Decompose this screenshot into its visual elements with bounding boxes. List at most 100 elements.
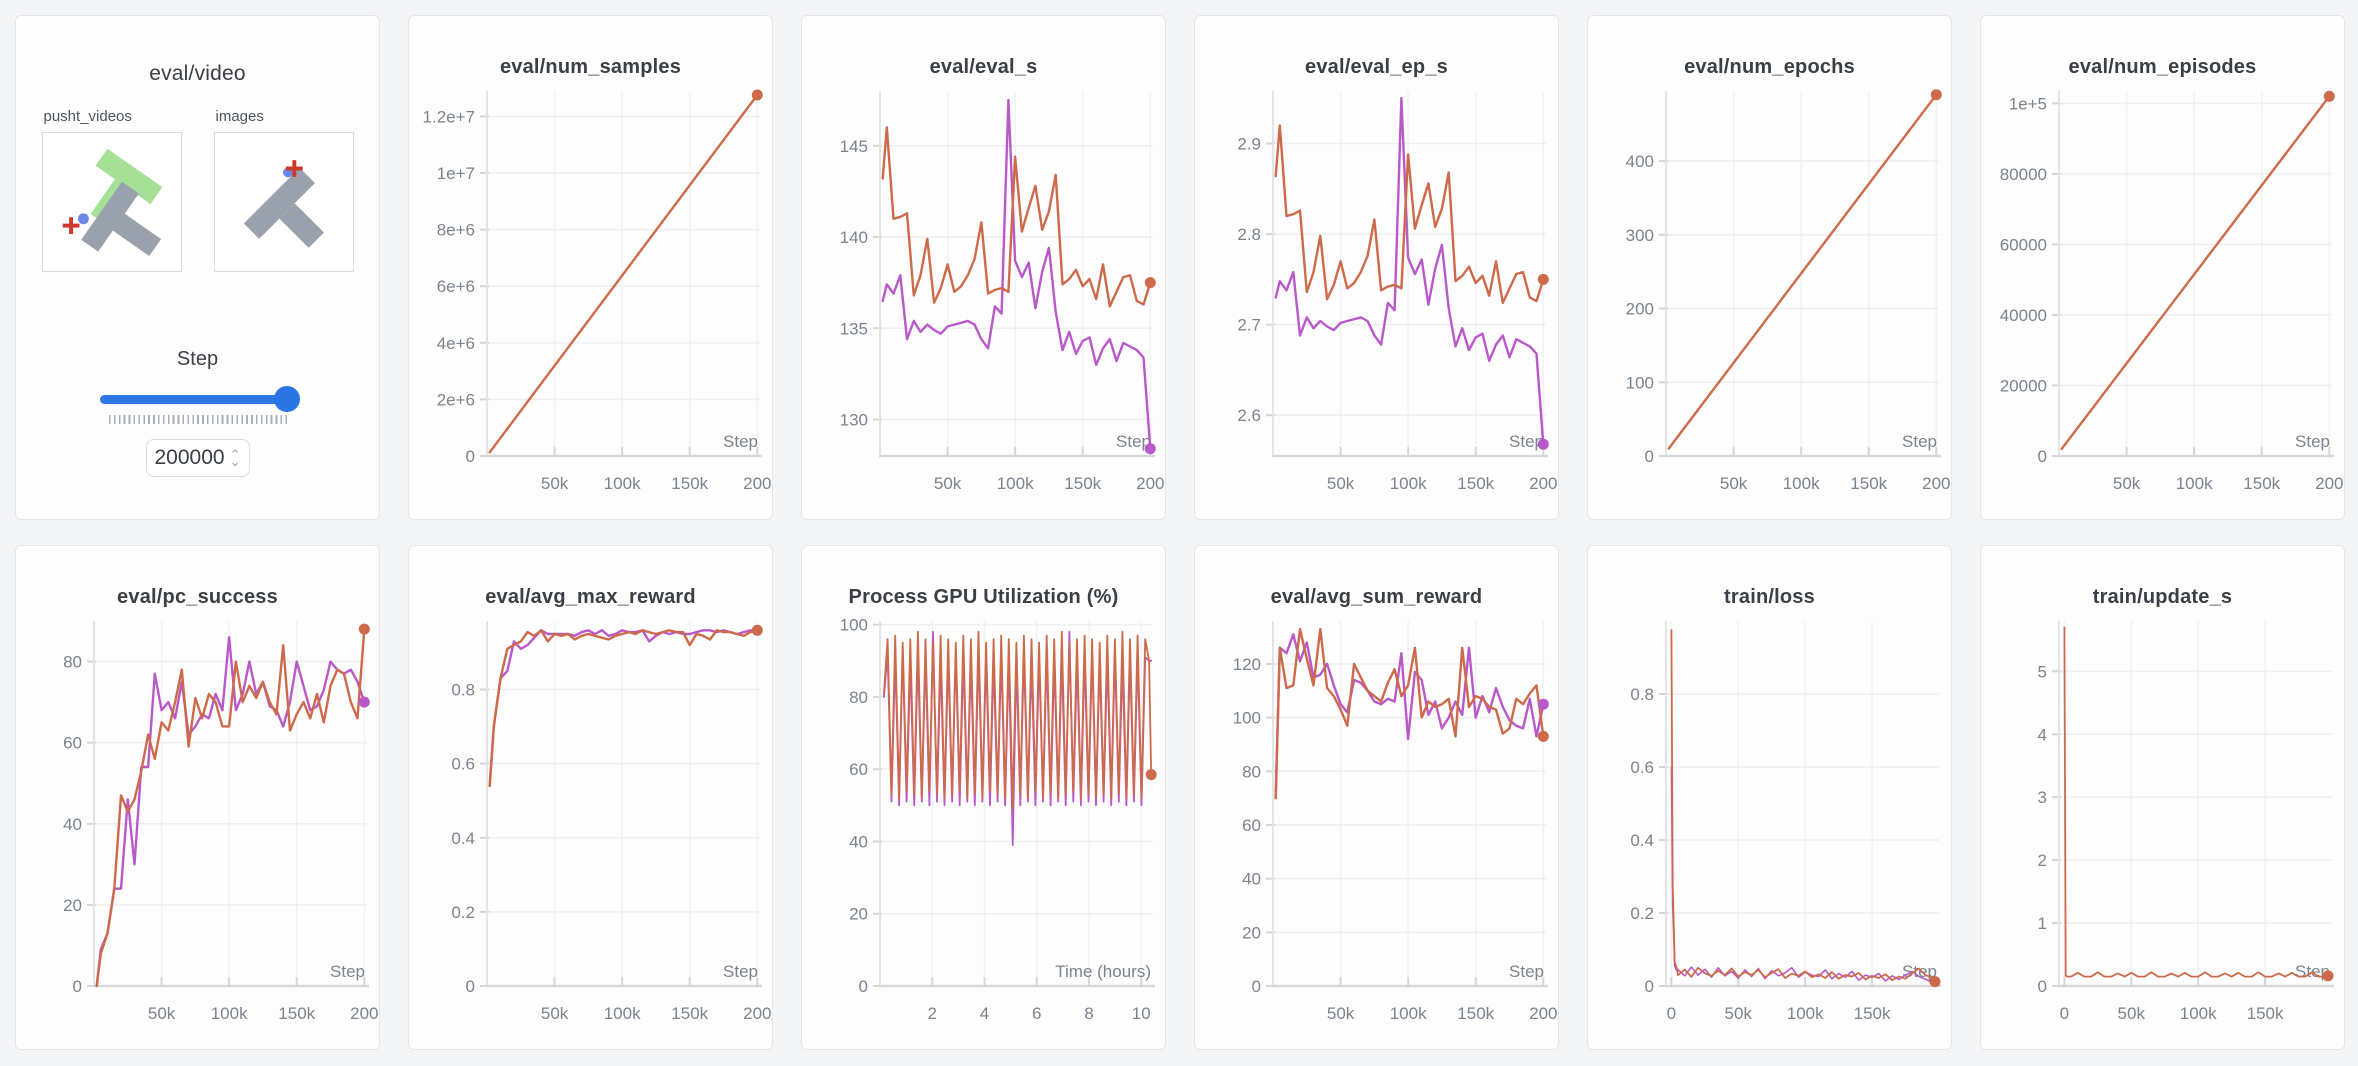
step-slider[interactable] xyxy=(99,386,300,412)
panel-eval-video: eval/video pusht_videos xyxy=(15,15,380,520)
svg-text:50k: 50k xyxy=(541,474,569,493)
svg-text:145: 145 xyxy=(840,137,868,156)
svg-text:100: 100 xyxy=(1233,709,1261,728)
svg-text:140: 140 xyxy=(840,228,868,247)
svg-text:100k: 100k xyxy=(1787,1004,1824,1023)
step-number-input[interactable]: 200000 ⌃ ⌄ xyxy=(145,439,250,477)
chart-panel-eval-avg-sum-reward: eval/avg_sum_reward 0 20 40 60 80 100 120 50k 10… xyxy=(1194,545,1559,1050)
svg-text:Step: Step xyxy=(1509,432,1544,451)
chart-process-gpu-utilization[interactable]: 0 20 40 60 80 100 2 4 6 8 10 Time (hours) xyxy=(802,611,1166,1046)
svg-text:0: 0 xyxy=(1252,977,1261,996)
svg-text:1.2e+7: 1.2e+7 xyxy=(423,107,475,126)
svg-text:Step: Step xyxy=(1116,432,1151,451)
svg-text:150k: 150k xyxy=(278,1004,315,1023)
chart-eval-pc-success[interactable]: 0 20 40 60 80 50k 100k 150k 200 Step xyxy=(16,611,380,1046)
svg-text:100: 100 xyxy=(840,616,868,635)
svg-text:150k: 150k xyxy=(1457,474,1494,493)
svg-text:0: 0 xyxy=(466,447,475,466)
svg-text:0: 0 xyxy=(1645,447,1654,466)
chart-eval-eval-ep-s[interactable]: 2.6 2.7 2.8 2.9 50k 100k 150k 200 Step xyxy=(1195,81,1559,516)
svg-text:10: 10 xyxy=(1132,1004,1151,1023)
chevron-down-icon[interactable]: ⌄ xyxy=(229,453,241,469)
media-label: pusht_videos xyxy=(43,108,132,125)
chart-eval-avg-max-reward[interactable]: 0 0.2 0.4 0.6 0.8 50k 100k 150k 200 Step xyxy=(409,611,773,1046)
chart-eval-eval-s[interactable]: 130 135 140 145 50k 100k 150k 200 Step xyxy=(802,81,1166,516)
svg-text:150k: 150k xyxy=(671,1004,708,1023)
svg-text:100k: 100k xyxy=(1783,474,1820,493)
svg-text:5: 5 xyxy=(2038,662,2047,681)
media-label: images xyxy=(215,108,264,125)
chart-title: eval/avg_sum_reward xyxy=(1270,586,1483,608)
goal-cross-icon xyxy=(285,160,303,177)
svg-text:80000: 80000 xyxy=(2000,165,2047,184)
chart-title: eval/pc_success xyxy=(117,586,278,608)
svg-text:100: 100 xyxy=(1626,373,1654,392)
images-thumbnail[interactable] xyxy=(213,132,354,272)
step-slider-label: Step xyxy=(176,348,219,370)
svg-text:Step: Step xyxy=(330,962,365,981)
svg-text:60000: 60000 xyxy=(2000,235,2047,254)
chart-panel-eval-avg-max-reward: eval/avg_max_reward 0 0.2 0.4 0.6 0.8 50k 100k… xyxy=(408,545,773,1050)
chart-panel-process-gpu-utilization: Process GPU Utilization (%) 0 20 40 60 80 100… xyxy=(801,545,1166,1050)
svg-text:200: 200 xyxy=(743,474,771,493)
svg-text:60: 60 xyxy=(1242,816,1261,835)
svg-text:0: 0 xyxy=(1645,977,1654,996)
chart-title: train/loss xyxy=(1724,586,1815,608)
chart-panel-eval-pc-success: eval/pc_success 0 20 40 60 80 50k 100k 150k 200 S… xyxy=(15,545,380,1050)
svg-text:1e+7: 1e+7 xyxy=(437,164,475,183)
chart-panel-eval-eval-s: eval/eval_s 130 135 140 145 50k 100k 150k 200 St… xyxy=(801,15,1166,520)
chart-eval-num-episodes[interactable]: 0 20000 40000 60000 80000 1e+5 50k 100k 150k 200 S… xyxy=(1981,81,2345,516)
svg-text:2: 2 xyxy=(928,1004,937,1023)
svg-text:100k: 100k xyxy=(2176,474,2213,493)
svg-text:50k: 50k xyxy=(1327,474,1355,493)
goal-cross-icon xyxy=(62,217,79,235)
svg-text:50k: 50k xyxy=(1327,1004,1355,1023)
chart-eval-num-epochs[interactable]: 0 100 200 300 400 50k 100k 150k 200 Step xyxy=(1588,81,1952,516)
svg-text:40: 40 xyxy=(849,832,868,851)
svg-text:0.4: 0.4 xyxy=(451,829,475,848)
svg-text:60: 60 xyxy=(849,760,868,779)
chart-eval-avg-sum-reward[interactable]: 0 20 40 60 80 100 120 50k 100k 150k 200 Step xyxy=(1195,611,1559,1046)
media-row: pusht_videos xyxy=(16,108,379,272)
svg-text:100k: 100k xyxy=(2180,1004,2217,1023)
svg-text:4e+6: 4e+6 xyxy=(437,334,475,353)
svg-text:2.8: 2.8 xyxy=(1237,225,1261,244)
svg-text:Step: Step xyxy=(1509,962,1544,981)
chart-title: eval/avg_max_reward xyxy=(485,586,696,608)
svg-text:50k: 50k xyxy=(541,1004,569,1023)
pusht-video-thumbnail[interactable] xyxy=(41,132,182,272)
svg-text:2.7: 2.7 xyxy=(1237,316,1261,335)
svg-text:0.2: 0.2 xyxy=(1630,904,1654,923)
svg-text:2.9: 2.9 xyxy=(1237,135,1261,154)
svg-text:20: 20 xyxy=(849,905,868,924)
svg-text:200: 200 xyxy=(743,1004,771,1023)
svg-text:0: 0 xyxy=(466,977,475,996)
chart-eval-num-samples[interactable]: 0 2e+6 4e+6 6e+6 8e+6 1e+7 1.2e+7 50k 100k 150k 20… xyxy=(409,81,773,516)
svg-text:300: 300 xyxy=(1626,226,1654,245)
chart-panel-train-loss: train/loss 0 0.2 0.4 0.6 0.8 0 50k 100k 150k Step xyxy=(1587,545,1952,1050)
chevron-up-icon[interactable]: ⌃ xyxy=(229,446,241,462)
svg-text:0: 0 xyxy=(859,977,868,996)
svg-text:8: 8 xyxy=(1084,1004,1093,1023)
chart-panel-eval-eval-ep-s: eval/eval_ep_s 2.6 2.7 2.8 2.9 50k 100k 150k 20… xyxy=(1194,15,1559,520)
svg-text:100k: 100k xyxy=(211,1004,248,1023)
svg-text:Step: Step xyxy=(723,962,758,981)
svg-text:200: 200 xyxy=(1529,1004,1557,1023)
svg-text:50k: 50k xyxy=(2113,474,2141,493)
svg-text:150k: 150k xyxy=(2247,1004,2284,1023)
slider-thumb[interactable] xyxy=(273,386,300,412)
svg-text:Step: Step xyxy=(2295,432,2330,451)
slider-track[interactable] xyxy=(99,395,296,404)
svg-text:150k: 150k xyxy=(671,474,708,493)
svg-text:50k: 50k xyxy=(1720,474,1748,493)
svg-text:200: 200 xyxy=(1922,474,1950,493)
svg-text:0.8: 0.8 xyxy=(1630,685,1654,704)
svg-text:100k: 100k xyxy=(604,474,641,493)
svg-text:100k: 100k xyxy=(1390,474,1427,493)
svg-text:6: 6 xyxy=(1032,1004,1041,1023)
step-value[interactable]: 200000 xyxy=(154,446,225,469)
svg-text:2: 2 xyxy=(2038,851,2047,870)
